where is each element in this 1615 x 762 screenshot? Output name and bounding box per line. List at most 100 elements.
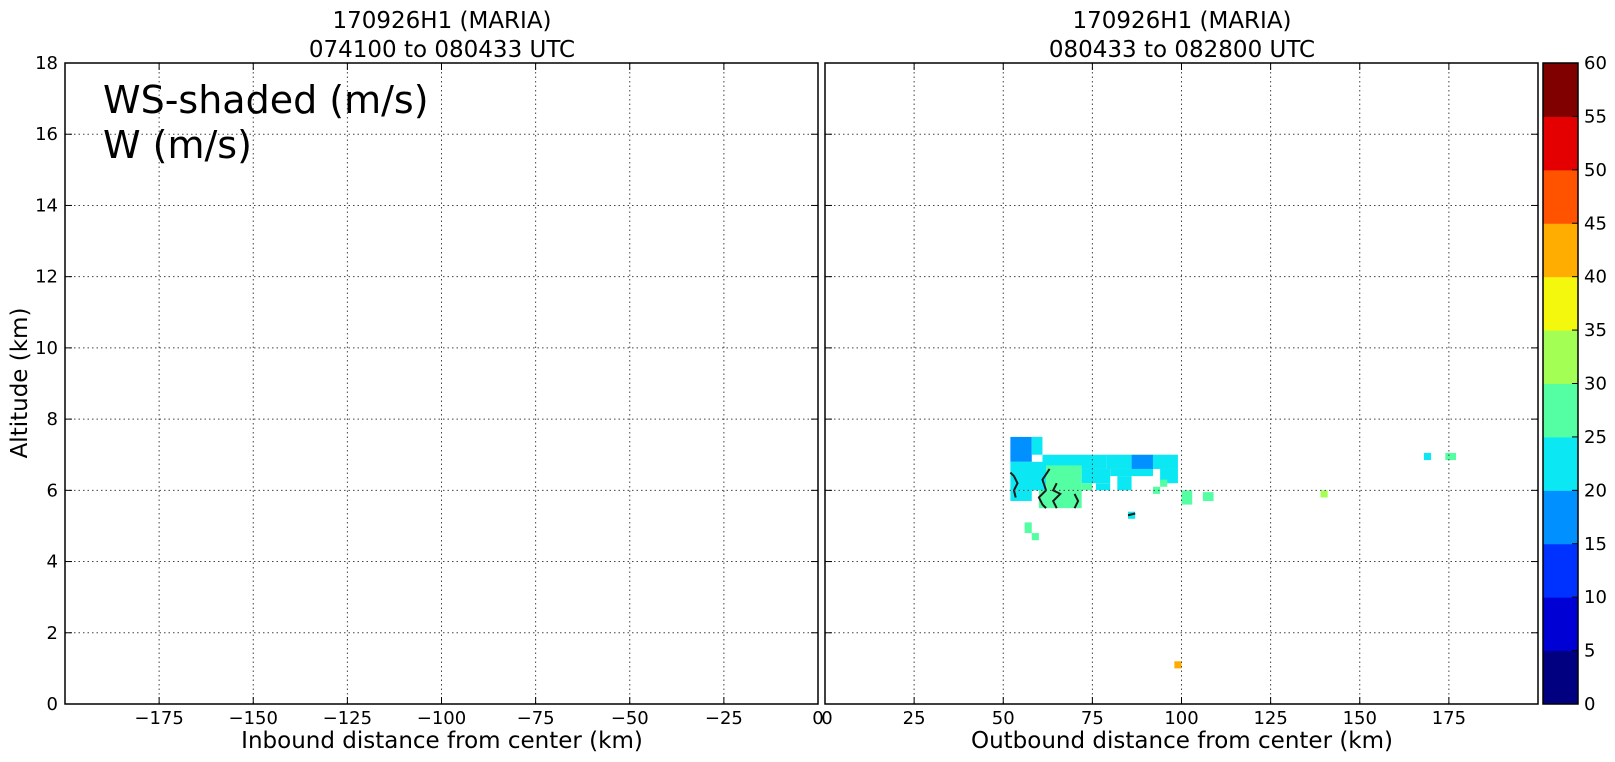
left-x-ticks: −175 −150 −125 −100 −75 −50 −25 0 — [134, 63, 824, 729]
w-contour-line — [1009, 471, 1019, 498]
ws-cell — [1174, 661, 1182, 669]
colorbar-segment — [1543, 436, 1578, 491]
colorbar-tick-label: 40 — [1584, 267, 1607, 288]
ws-cell — [1445, 452, 1457, 461]
right-x-tick-label: 150 — [1343, 708, 1377, 729]
ws-cell — [1320, 490, 1328, 498]
colorbar-segment — [1543, 276, 1578, 331]
right-title: 170926H1 (MARIA) — [1072, 8, 1291, 34]
left-x-tick-label: −25 — [705, 708, 743, 729]
ws-cell — [1031, 533, 1039, 541]
colorbar-segment — [1543, 63, 1578, 117]
right-x-tick-label: 125 — [1253, 708, 1287, 729]
right-x-tick-label: 25 — [903, 708, 926, 729]
ws-cell — [1423, 452, 1432, 461]
right-x-tick-label: 0 — [821, 708, 832, 729]
right-y-tick-marks — [825, 62, 1538, 705]
colorbar-tick-label: 60 — [1584, 53, 1607, 74]
y-tick-label: 0 — [47, 694, 58, 715]
ws-cell — [1106, 454, 1132, 469]
w-contour-line — [1073, 493, 1080, 509]
left-x-axis-label: Inbound distance from center (km) — [241, 728, 643, 754]
right-subtitle: 080433 to 082800 UTC — [1049, 37, 1315, 63]
colorbar-tick-label: 5 — [1584, 641, 1595, 662]
ws-cell — [1010, 436, 1032, 462]
left-x-tick-label: −100 — [417, 708, 466, 729]
right-x-tick-label: 50 — [992, 708, 1015, 729]
right-panel: 170926H1 (MARIA) 080433 to 082800 UTC 0 2… — [821, 8, 1539, 754]
colorbar-tick-label: 50 — [1584, 160, 1607, 181]
ws-cell — [1046, 465, 1082, 491]
ws-cell — [1024, 522, 1032, 534]
y-tick-label: 2 — [47, 623, 58, 644]
colorbar-tick-label: 25 — [1584, 427, 1607, 448]
ws-cell — [1031, 436, 1043, 455]
ws-cell — [1152, 454, 1178, 469]
left-subtitle: 074100 to 080433 UTC — [309, 37, 575, 63]
left-x-tick-label: −50 — [611, 708, 649, 729]
y-tick-label: 18 — [35, 53, 58, 74]
y-tick-label: 8 — [47, 409, 58, 430]
annotation-w: W (m/s) — [103, 123, 252, 167]
right-shaded-cells — [1010, 436, 1457, 669]
y-tick-label: 10 — [35, 338, 58, 359]
colorbar-tick-label: 15 — [1584, 534, 1607, 555]
right-x-tick-label: 100 — [1164, 708, 1198, 729]
ws-cell — [1181, 490, 1193, 505]
y-axis-label: Altitude (km) — [7, 308, 33, 459]
colorbar-tick-label: 20 — [1584, 480, 1607, 501]
annotation-ws-shaded: WS-shaded (m/s) — [103, 78, 429, 122]
w-contour-line — [1127, 512, 1136, 517]
right-x-tick-label: 175 — [1432, 708, 1466, 729]
right-x-axis-label: Outbound distance from center (km) — [971, 728, 1393, 754]
ws-cell — [1110, 468, 1153, 477]
right-w-contours — [1009, 468, 1136, 517]
right-x-ticks: 0 25 50 75 100 125 150 175 — [821, 63, 1466, 729]
y-tick-label: 4 — [47, 552, 58, 573]
colorbar-tick-label: 55 — [1584, 106, 1607, 127]
ws-cell — [1117, 476, 1132, 491]
colorbar-tick-label: 10 — [1584, 587, 1607, 608]
ws-cell — [1202, 492, 1214, 502]
left-x-tick-label: −175 — [134, 708, 183, 729]
y-tick-label: 12 — [35, 267, 58, 288]
left-x-tick-label: −150 — [229, 708, 278, 729]
colorbar-segments — [1543, 63, 1578, 705]
w-contour-line — [1051, 482, 1062, 509]
ws-cell — [1081, 483, 1093, 491]
y-tick-label: 6 — [47, 480, 58, 501]
colorbar-segment — [1543, 543, 1578, 598]
y-tick-label: 16 — [35, 124, 58, 145]
colorbar-ticks: 0 5 10 15 20 25 30 35 40 45 50 55 60 — [1572, 53, 1607, 715]
left-y-ticks: 0 2 4 6 8 10 12 14 16 18 — [35, 53, 818, 715]
left-x-tick-label: −75 — [517, 708, 555, 729]
left-x-tick-label: 0 — [812, 708, 823, 729]
colorbar-segment — [1543, 490, 1578, 545]
colorbar-segment — [1543, 223, 1578, 278]
colorbar-tick-label: 45 — [1584, 213, 1607, 234]
colorbar-segment — [1543, 169, 1578, 224]
colorbar-tick-label: 35 — [1584, 320, 1607, 341]
right-gridlines — [825, 63, 1538, 704]
colorbar-segment — [1543, 597, 1578, 652]
colorbar-segment — [1543, 650, 1578, 705]
colorbar-segment — [1543, 330, 1578, 384]
ws-cell — [1095, 483, 1111, 491]
y-tick-label: 14 — [35, 195, 58, 216]
colorbar-tick-label: 0 — [1584, 694, 1595, 715]
colorbar-segment — [1543, 383, 1578, 438]
ws-cell — [1152, 486, 1161, 494]
ws-cell — [1038, 490, 1082, 509]
left-x-tick-label: −125 — [323, 708, 372, 729]
w-contour-line — [1037, 468, 1051, 509]
ws-cell — [1081, 468, 1111, 484]
colorbar-tick-label: 30 — [1584, 374, 1607, 395]
colorbar: 0 5 10 15 20 25 30 35 40 45 50 55 60 — [1542, 53, 1607, 715]
ws-cell — [1131, 454, 1153, 469]
right-x-tick-label: 75 — [1081, 708, 1104, 729]
ws-cell — [1160, 479, 1168, 487]
left-panel: 170926H1 (MARIA) 074100 to 080433 UTC −1… — [7, 8, 824, 754]
left-title: 170926H1 (MARIA) — [332, 8, 551, 34]
left-gridlines — [65, 63, 818, 704]
